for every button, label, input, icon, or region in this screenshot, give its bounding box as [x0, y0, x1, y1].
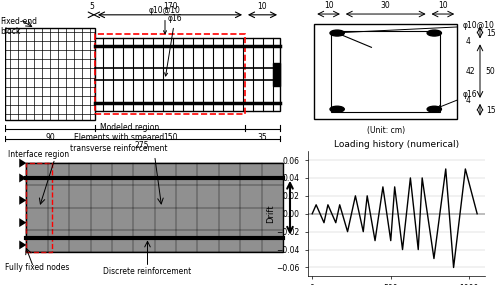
Bar	[95, 38, 280, 111]
Text: Discrete reinforcement: Discrete reinforcement	[104, 267, 192, 276]
Circle shape	[330, 30, 344, 36]
Circle shape	[427, 106, 442, 112]
Bar	[5, 28, 95, 120]
Polygon shape	[19, 174, 26, 182]
Text: Elements with smeared
transverse reinforcement: Elements with smeared transverse reinfor…	[70, 133, 168, 153]
Bar	[95, 34, 245, 114]
Bar	[332, 31, 440, 111]
Bar	[314, 24, 457, 119]
Text: Fully fixed nodes: Fully fixed nodes	[5, 263, 70, 272]
Circle shape	[330, 106, 344, 112]
Text: 10: 10	[438, 1, 448, 11]
Text: 275: 275	[135, 141, 149, 150]
Bar	[26, 163, 283, 253]
Text: 10: 10	[257, 2, 267, 11]
Polygon shape	[19, 196, 26, 205]
Text: 5: 5	[90, 2, 94, 11]
Title: Loading history (numerical): Loading history (numerical)	[334, 140, 459, 149]
Text: Interface region: Interface region	[8, 150, 69, 159]
Y-axis label: Drift: Drift	[266, 205, 275, 223]
Text: 50: 50	[486, 67, 496, 76]
Text: φ16: φ16	[164, 14, 182, 76]
Text: 42: 42	[466, 67, 475, 76]
Text: 30: 30	[381, 1, 390, 11]
Text: 10: 10	[324, 1, 334, 11]
Text: 4: 4	[466, 37, 470, 46]
Text: 150: 150	[163, 133, 177, 142]
Text: 35: 35	[257, 133, 267, 142]
Text: Modeled region: Modeled region	[100, 123, 159, 132]
Polygon shape	[19, 159, 26, 168]
Text: 15: 15	[486, 28, 496, 38]
Text: Fixed-end
block: Fixed-end block	[0, 17, 37, 36]
Polygon shape	[19, 218, 26, 227]
Text: 4: 4	[466, 96, 470, 105]
Text: φ10@10: φ10@10	[336, 21, 494, 34]
Polygon shape	[19, 241, 26, 249]
Bar	[26, 163, 52, 253]
Text: φ10@10: φ10@10	[149, 6, 181, 34]
Text: 90: 90	[45, 133, 55, 142]
Text: 15: 15	[486, 106, 496, 115]
Circle shape	[427, 30, 442, 36]
Bar	[273, 63, 280, 86]
Text: φ16: φ16	[438, 90, 478, 108]
Text: 170: 170	[163, 2, 177, 11]
Text: (Unit: cm): (Unit: cm)	[366, 126, 405, 135]
